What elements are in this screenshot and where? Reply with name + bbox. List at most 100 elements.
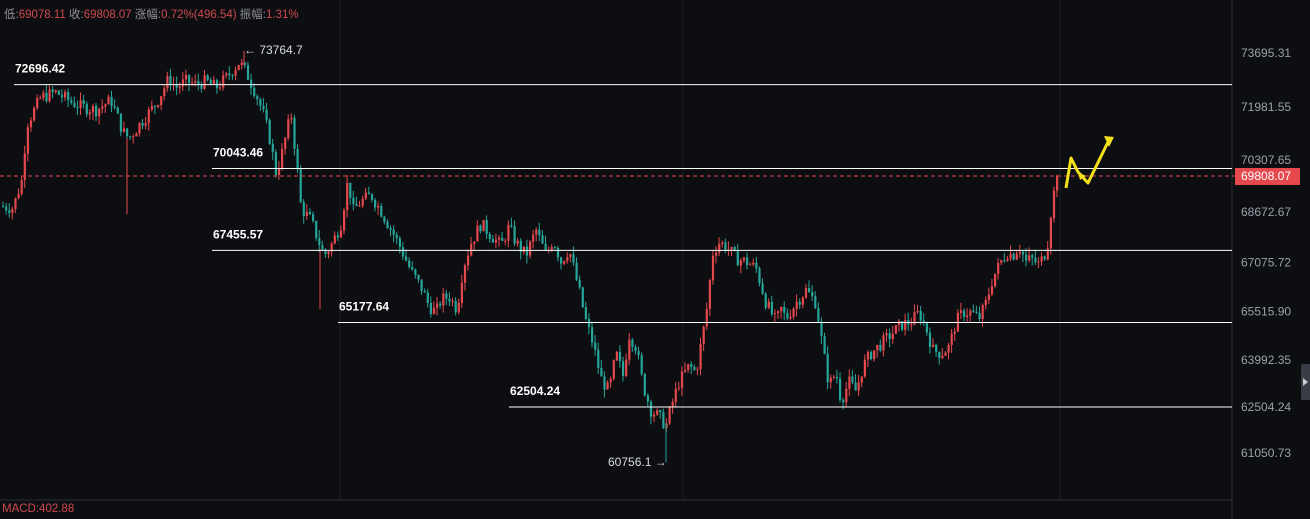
candle-body <box>138 122 141 134</box>
candle-body <box>122 128 126 132</box>
candle-body <box>1052 190 1056 219</box>
candle-body <box>349 182 352 198</box>
candle-body <box>888 333 891 340</box>
candle-body <box>312 214 315 221</box>
candle-body <box>525 246 529 256</box>
candle-body <box>640 355 643 374</box>
amplitude-value: 1.31% <box>265 9 299 21</box>
candle-body <box>448 298 451 302</box>
candle-body <box>513 226 516 244</box>
candle-body <box>1015 253 1018 260</box>
candle-body <box>284 137 287 149</box>
candle-body <box>1018 251 1021 254</box>
candle-body <box>581 287 584 308</box>
close-label: 收: <box>69 9 84 21</box>
candle-body <box>203 75 206 89</box>
price-info-bar: 低:69078.11 收:69808.07 涨幅:0.72%(496.54) 振… <box>4 6 299 22</box>
candle-body <box>330 243 333 252</box>
candle-body <box>566 257 569 262</box>
candle-body <box>845 388 848 403</box>
candle-body <box>538 229 541 236</box>
candle-body <box>662 411 665 429</box>
candle-body <box>625 359 628 376</box>
candle-body <box>634 346 637 352</box>
candle-body <box>429 302 432 314</box>
candle-body <box>628 339 631 360</box>
candle-body <box>1037 261 1040 263</box>
candle-body <box>482 220 485 232</box>
candle-body <box>352 197 355 205</box>
candle-body <box>5 206 8 211</box>
candle-body <box>160 96 163 106</box>
candle-body <box>107 96 110 105</box>
close-value: 69808.07 <box>83 9 132 21</box>
candle-body <box>702 326 705 344</box>
candle-body <box>259 99 262 106</box>
candle-body <box>935 344 938 352</box>
candle-body <box>1049 218 1052 249</box>
candle-body <box>436 303 439 308</box>
candle-body <box>1025 254 1028 261</box>
candle-body <box>439 303 442 306</box>
candle-body <box>194 80 197 83</box>
candle-body <box>361 198 364 206</box>
candle-body <box>181 79 184 87</box>
candle-body <box>392 229 395 235</box>
candle-body <box>82 100 85 104</box>
candle-body <box>116 107 119 114</box>
candle-body <box>36 98 39 109</box>
amplitude-label: 振幅: <box>239 9 266 21</box>
y-tick-label: 61050.73 <box>1241 446 1291 460</box>
candle-body <box>308 211 312 215</box>
candle-body <box>488 233 491 239</box>
candle-body <box>1028 255 1031 261</box>
candle-body <box>271 143 274 153</box>
candle-body <box>656 410 659 415</box>
candle-body <box>398 238 401 248</box>
y-tick-label: 71981.55 <box>1241 100 1291 114</box>
candle-body <box>281 148 284 169</box>
candle-body <box>814 296 817 309</box>
candle-body <box>479 225 482 232</box>
candle-body <box>808 288 811 292</box>
candle-body <box>966 315 969 317</box>
candle-body <box>773 313 777 315</box>
candle-body <box>454 300 457 313</box>
candle-body <box>826 353 829 383</box>
candle-body <box>804 288 808 298</box>
candle-body <box>212 80 215 84</box>
candle-body <box>696 369 699 371</box>
expand-panel-handle[interactable] <box>1301 364 1310 400</box>
candle-body <box>761 283 764 294</box>
candle-body <box>1006 258 1009 261</box>
candle-body <box>1012 253 1015 260</box>
candle-body <box>721 242 724 244</box>
candle-body <box>801 297 804 305</box>
candle-body <box>919 310 922 321</box>
candle-body <box>764 293 767 308</box>
candle-body <box>383 216 386 222</box>
candle-body <box>494 239 498 243</box>
candle-body <box>150 105 153 110</box>
candle-body <box>1040 256 1043 262</box>
candle-body <box>420 279 423 292</box>
candle-body <box>23 153 26 180</box>
candles <box>2 50 1059 463</box>
candle-body <box>405 256 408 261</box>
candle-body <box>110 96 113 107</box>
current-price-text: 69808.07 <box>1241 169 1291 183</box>
candle-body <box>457 302 460 313</box>
level-label: 62504.24 <box>510 384 560 398</box>
candle-body <box>550 247 553 250</box>
candle-body <box>544 243 547 251</box>
candle-body <box>817 308 820 322</box>
candle-body <box>529 241 532 256</box>
candle-body <box>333 235 336 244</box>
candle-body <box>336 235 339 238</box>
candle-body <box>70 100 73 103</box>
candle-body <box>1031 255 1034 258</box>
candle-body <box>119 113 122 132</box>
y-tick-label: 65515.90 <box>1241 305 1291 319</box>
candle-body <box>507 225 510 241</box>
